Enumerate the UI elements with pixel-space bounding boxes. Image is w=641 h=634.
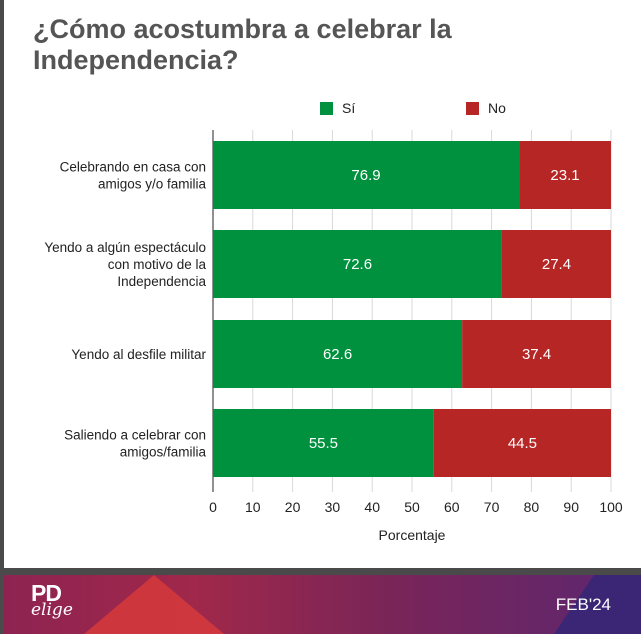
- pd-elige-logo: PD elige: [31, 580, 73, 620]
- bar-no: [519, 141, 611, 209]
- chart-title: ¿Cómo acostumbra a celebrar la Independe…: [33, 14, 452, 75]
- legend-swatch-si: [320, 101, 333, 115]
- x-tick-label: 30: [325, 499, 341, 515]
- x-tick-label: 100: [599, 499, 623, 515]
- category-label: Celebrando en casa con amigos y/o familia: [60, 160, 207, 192]
- data-label-si: 55.5: [309, 435, 338, 452]
- x-tick-label: 20: [285, 499, 301, 515]
- x-tick-label: 80: [524, 499, 540, 515]
- data-label-si: 76.9: [351, 167, 380, 184]
- bar-no: [501, 230, 611, 298]
- data-label-si: 72.6: [343, 256, 372, 273]
- bar-si: [213, 141, 520, 209]
- logo-pd: PD: [31, 580, 62, 606]
- bar-chart: 76.9 23.1 Celebrando en casa con amigos y/o…: [44, 130, 623, 543]
- data-label-no: 27.4: [542, 256, 571, 273]
- category-label: Saliendo a celebrar con amigos/familia: [64, 428, 206, 460]
- x-tick-label: 10: [245, 499, 261, 515]
- bar-si: [213, 230, 502, 298]
- bar-si: [213, 409, 434, 477]
- legend-item-no: No: [466, 100, 506, 116]
- data-label-no: 37.4: [522, 346, 551, 363]
- bar-no: [462, 320, 611, 388]
- legend-item-si: Sí: [320, 100, 355, 116]
- x-tick-label: 90: [563, 499, 579, 515]
- x-tick-label: 50: [404, 499, 420, 515]
- category-label: Yendo a algún espectáculo con motivo de l…: [44, 240, 206, 289]
- x-tick-label: 0: [209, 499, 217, 515]
- x-tick-label: 60: [444, 499, 460, 515]
- legend-label-no: No: [488, 100, 506, 116]
- legend-label-si: Sí: [342, 100, 356, 116]
- legend-swatch-no: [466, 101, 479, 115]
- data-label-no: 23.1: [550, 167, 579, 184]
- x-axis-label: Porcentaje: [379, 527, 446, 543]
- x-tick-label: 40: [364, 499, 380, 515]
- date-label: FEB'24: [555, 595, 611, 614]
- bar-si: [213, 320, 463, 388]
- footer-banner: PD elige FEB'24: [4, 575, 641, 634]
- data-label-si: 62.6: [323, 346, 352, 363]
- logo-elige: elige: [31, 600, 73, 620]
- x-tick-label: 70: [484, 499, 500, 515]
- data-label-no: 44.5: [508, 435, 537, 452]
- category-label: Yendo al desfile militar: [71, 347, 206, 362]
- bar-no: [433, 409, 611, 477]
